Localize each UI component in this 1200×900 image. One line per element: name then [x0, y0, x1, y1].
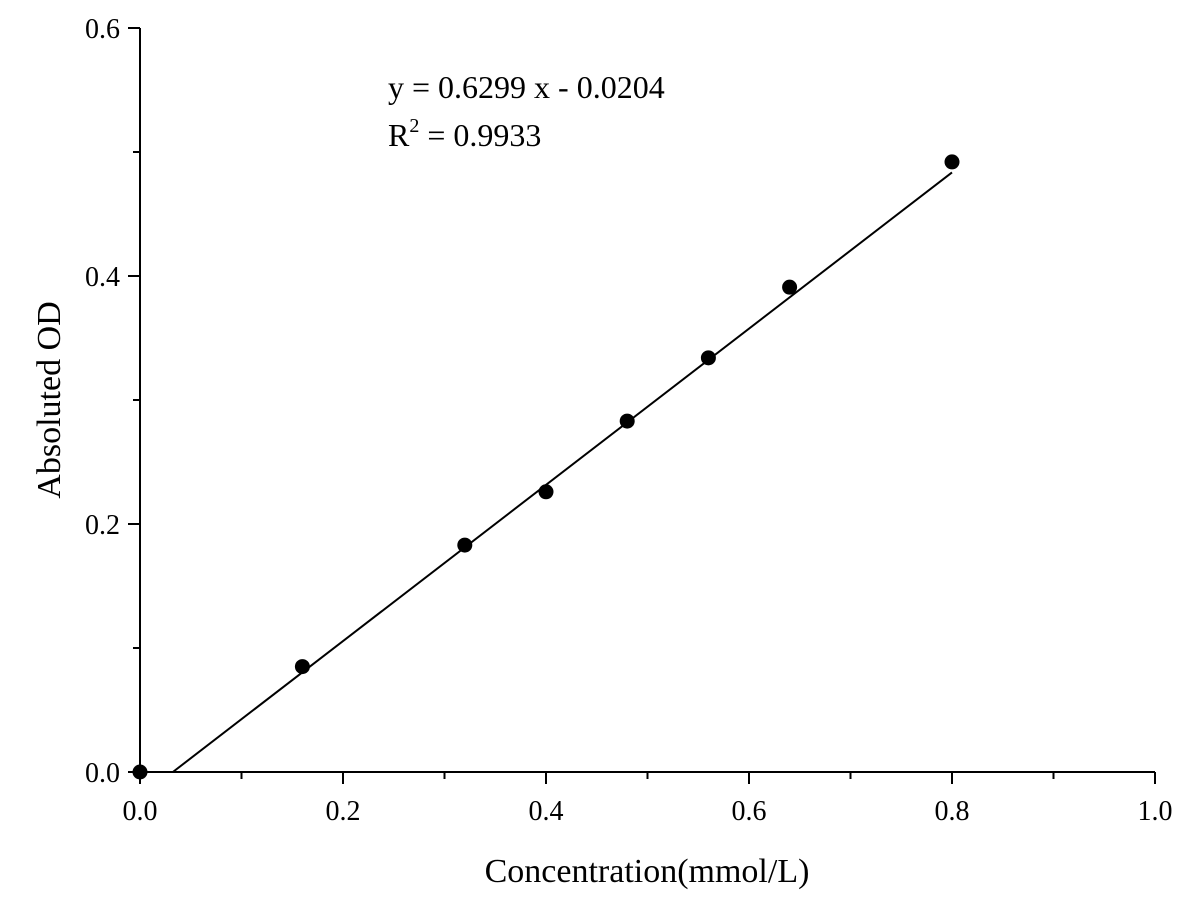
x-tick-label: 0.4	[529, 796, 564, 827]
r-squared-prefix: R	[388, 117, 410, 153]
x-axis-title: Concentration(mmol/L)	[485, 853, 810, 890]
data-point	[619, 413, 635, 429]
data-points	[132, 154, 960, 780]
fit-line-layer	[172, 171, 953, 773]
y-tick-label: 0.6	[85, 14, 120, 45]
y-tick-label: 0.4	[85, 262, 120, 293]
r-squared-label: R2 = 0.9933	[388, 115, 541, 153]
data-point	[700, 350, 716, 366]
tick-labels: 0.0 0.2 0.4 0.6 0.8 1.0 0.0 0.2 0.4 0.6	[85, 14, 1173, 827]
x-tick-label: 0.6	[732, 796, 767, 827]
data-point	[132, 764, 148, 780]
data-point	[538, 484, 554, 500]
r-squared-value: = 0.9933	[419, 117, 541, 153]
x-tick-label: 0.8	[935, 796, 970, 827]
y-tick-label: 0.2	[85, 510, 120, 541]
y-axis-title: Absoluted OD	[31, 301, 68, 498]
data-point	[294, 659, 310, 675]
fit-annotation: y = 0.6299 x - 0.0204 R2 = 0.9933	[388, 69, 665, 153]
y-tick-label: 0.0	[85, 758, 120, 789]
data-point	[944, 154, 960, 170]
x-tick-label: 1.0	[1138, 796, 1173, 827]
fit-line	[172, 171, 953, 773]
x-tick-label: 0.0	[123, 796, 158, 827]
tick-marks	[128, 27, 1156, 784]
data-point	[457, 537, 473, 553]
x-tick-label: 0.2	[326, 796, 361, 827]
r-squared-superscript: 2	[409, 115, 419, 137]
axes	[139, 28, 1155, 773]
fit-equation: y = 0.6299 x - 0.0204	[388, 69, 665, 105]
data-point	[782, 279, 798, 295]
